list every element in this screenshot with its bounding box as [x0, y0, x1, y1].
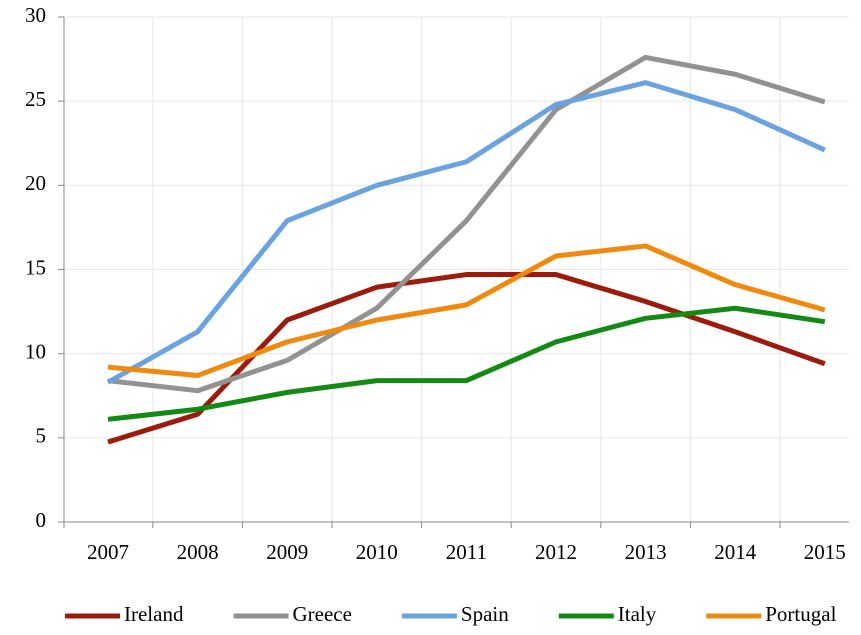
y-tick-label: 30	[25, 3, 46, 27]
x-tick-label: 2007	[87, 540, 129, 564]
x-tick-label: 2012	[535, 540, 577, 564]
x-tick-label: 2014	[714, 540, 757, 564]
y-tick-label: 25	[25, 87, 46, 111]
y-tick-label: 10	[25, 339, 46, 363]
x-tick-label: 2011	[446, 540, 487, 564]
legend-label: Portugal	[765, 602, 836, 626]
x-tick-label: 2008	[177, 540, 219, 564]
series-line	[107, 54, 826, 394]
legend-label: Italy	[618, 602, 657, 626]
x-tick-label: 2010	[356, 540, 398, 564]
x-tick-label: 2009	[266, 540, 308, 564]
series-line	[107, 272, 826, 445]
y-tick-label: 20	[25, 171, 46, 195]
legend-label: Greece	[292, 602, 351, 626]
series-line	[107, 305, 826, 422]
x-tick-label: 2015	[804, 540, 846, 564]
series-line	[106, 80, 826, 385]
y-tick-label: 15	[25, 255, 46, 279]
legend-label: Spain	[461, 602, 509, 626]
y-tick-label: 0	[36, 508, 47, 532]
legend-label: Ireland	[124, 602, 184, 626]
x-tick-label: 2013	[625, 540, 667, 564]
series-line	[107, 243, 826, 379]
y-tick-label: 5	[36, 424, 47, 448]
